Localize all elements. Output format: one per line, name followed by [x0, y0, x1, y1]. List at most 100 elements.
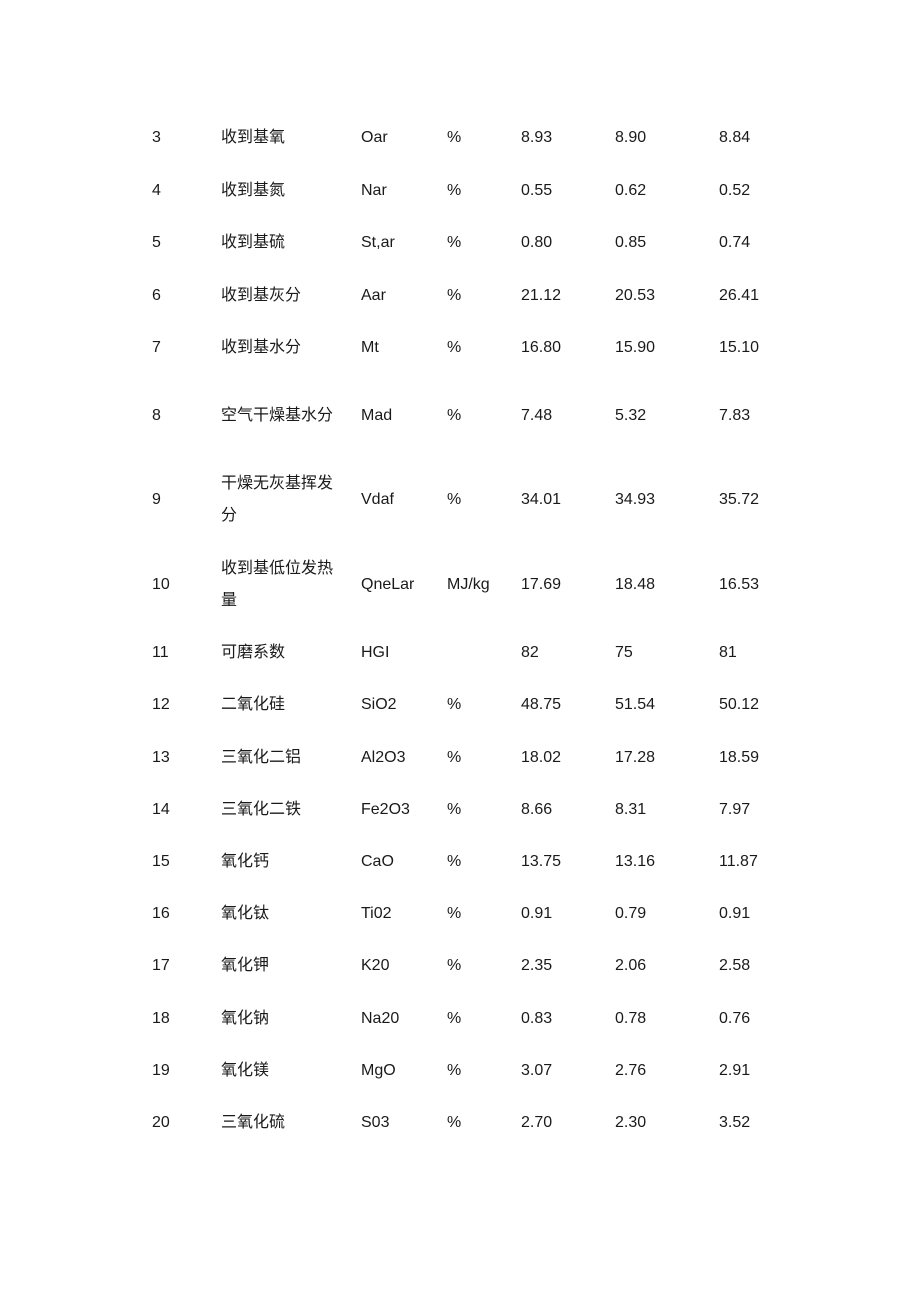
item-name: 三氧化二铁: [221, 801, 302, 818]
value-col-1: 7.48: [521, 407, 553, 424]
row-number: 19: [152, 1062, 170, 1079]
value-col-3: 11.87: [719, 853, 758, 870]
value-col-2: 0.62: [615, 182, 647, 199]
item-unit: %: [447, 1114, 462, 1131]
value-col-2: 20.53: [615, 287, 656, 304]
value-col-1: 82: [521, 644, 539, 661]
value-col-2: 0.79: [615, 905, 647, 922]
item-symbol: Aar: [361, 287, 386, 304]
row-number: 6: [152, 287, 161, 304]
row-number: 10: [152, 576, 170, 593]
value-col-2: 75: [615, 644, 633, 661]
item-symbol: Na20: [361, 1010, 400, 1027]
value-col-2: 0.78: [615, 1010, 647, 1027]
value-col-3: 16.53: [719, 576, 760, 593]
value-col-1: 0.91: [521, 905, 553, 922]
value-col-1: 8.93: [521, 129, 553, 146]
item-name: 氧化钾: [221, 957, 270, 974]
item-name: 可磨系数: [221, 644, 286, 661]
row-number: 12: [152, 696, 170, 713]
value-col-3: 2.58: [719, 957, 751, 974]
value-col-2: 34.93: [615, 491, 656, 508]
value-col-3: 0.76: [719, 1010, 751, 1027]
item-name: 收到基灰分: [221, 287, 302, 304]
row-number: 16: [152, 905, 170, 922]
value-col-2: 5.32: [615, 407, 647, 424]
item-name: 收到基氧: [221, 129, 286, 146]
item-name: 氧化钛: [221, 905, 270, 922]
value-col-2: 13.16: [615, 853, 656, 870]
item-name: 三氧化二铝: [221, 749, 302, 766]
row-number: 13: [152, 749, 170, 766]
value-col-3: 0.74: [719, 234, 751, 251]
item-symbol: Vdaf: [361, 491, 394, 508]
value-col-2: 2.06: [615, 957, 647, 974]
item-unit: %: [447, 957, 462, 974]
item-unit: %: [447, 129, 462, 146]
row-number: 11: [152, 644, 169, 661]
item-symbol: K20: [361, 957, 390, 974]
row-number: 20: [152, 1114, 170, 1131]
item-unit: %: [447, 407, 462, 424]
item-unit: %: [447, 234, 462, 251]
item-unit: %: [447, 696, 462, 713]
item-name: 收到基氮: [221, 182, 286, 199]
value-col-2: 51.54: [615, 696, 656, 713]
item-symbol: S03: [361, 1114, 390, 1131]
value-col-1: 2.35: [521, 957, 553, 974]
value-col-1: 34.01: [521, 491, 562, 508]
item-symbol: Oar: [361, 129, 388, 146]
value-col-3: 8.84: [719, 129, 751, 146]
value-col-2: 15.90: [615, 339, 656, 356]
value-col-3: 7.83: [719, 407, 751, 424]
value-col-3: 2.91: [719, 1062, 751, 1079]
item-symbol: Nar: [361, 182, 387, 199]
item-symbol: Mad: [361, 407, 393, 424]
value-col-2: 8.31: [615, 801, 647, 818]
item-symbol: St,ar: [361, 234, 395, 251]
item-unit: %: [447, 749, 462, 766]
row-number: 7: [152, 339, 161, 356]
item-name: 二氧化硅: [221, 696, 286, 713]
row-number: 15: [152, 853, 170, 870]
value-col-3: 18.59: [719, 749, 760, 766]
value-col-1: 3.07: [521, 1062, 553, 1079]
item-symbol: Mt: [361, 339, 379, 356]
value-col-1: 18.02: [521, 749, 562, 766]
item-symbol: Fe2O3: [361, 801, 410, 818]
item-name: 干燥无灰基挥发分: [221, 475, 334, 524]
value-col-3: 81: [719, 644, 737, 661]
row-number: 8: [152, 407, 161, 424]
value-col-3: 0.91: [719, 905, 751, 922]
value-col-2: 2.76: [615, 1062, 647, 1079]
item-symbol: SiO2: [361, 696, 397, 713]
value-col-3: 0.52: [719, 182, 751, 199]
item-symbol: QneLar: [361, 576, 415, 593]
row-number: 3: [152, 129, 161, 146]
value-col-1: 0.80: [521, 234, 553, 251]
item-name: 收到基低位发热量: [221, 560, 334, 609]
item-unit: %: [447, 287, 462, 304]
row-number: 14: [152, 801, 170, 818]
item-name: 氧化钙: [221, 853, 270, 870]
value-col-1: 2.70: [521, 1114, 553, 1131]
item-unit: %: [447, 182, 462, 199]
item-unit: %: [447, 1062, 462, 1079]
value-col-3: 50.12: [719, 696, 760, 713]
value-col-3: 26.41: [719, 287, 760, 304]
value-col-2: 17.28: [615, 749, 656, 766]
value-col-1: 8.66: [521, 801, 553, 818]
value-col-1: 48.75: [521, 696, 562, 713]
value-col-1: 0.83: [521, 1010, 553, 1027]
row-number: 5: [152, 234, 161, 251]
value-col-1: 13.75: [521, 853, 562, 870]
item-name: 收到基水分: [221, 339, 302, 356]
item-unit: %: [447, 853, 462, 870]
item-unit: %: [447, 339, 462, 356]
value-col-1: 0.55: [521, 182, 553, 199]
row-number: 17: [152, 957, 170, 974]
row-number: 18: [152, 1010, 170, 1027]
item-symbol: Ti02: [361, 905, 392, 922]
item-name: 空气干燥基水分: [221, 407, 334, 424]
item-name: 氧化镁: [221, 1062, 270, 1079]
